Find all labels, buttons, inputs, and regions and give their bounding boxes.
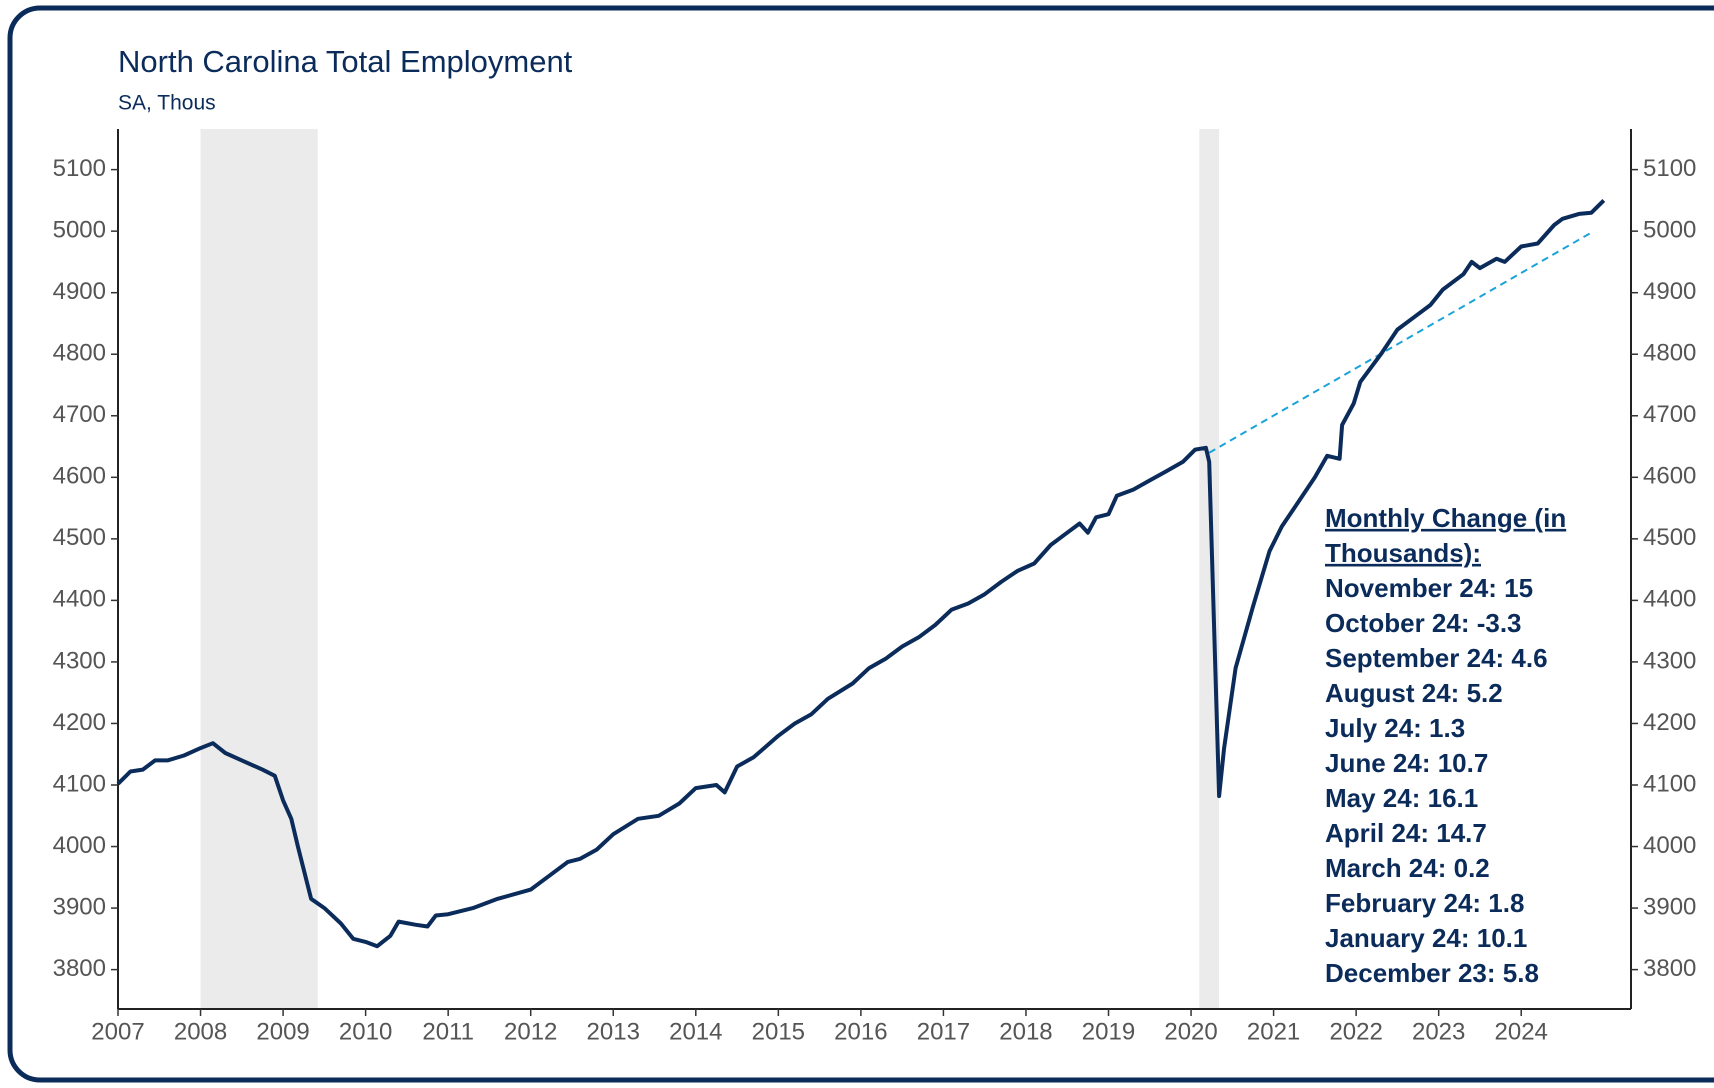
y-tick-label: 3900 [53, 893, 106, 920]
y-tick-label: 4900 [53, 278, 106, 305]
y-tick-label: 4700 [1643, 401, 1696, 428]
x-tick-label: 2024 [1495, 1018, 1548, 1045]
frame [7, 5, 1714, 1083]
annotation-line: May 24: 16.1 [1325, 783, 1478, 813]
x-tick-label: 2018 [999, 1018, 1052, 1045]
y-tick-label: 3900 [1643, 893, 1696, 920]
annotation-line: December 23: 5.8 [1325, 958, 1539, 988]
y-tick-label: 4100 [1643, 770, 1696, 797]
y-tick-label: 4900 [1643, 278, 1696, 305]
annotation-line: July 24: 1.3 [1325, 713, 1465, 743]
y-tick-label: 4800 [1643, 340, 1696, 367]
chart-subtitle: SA, Thous [118, 92, 216, 115]
x-tick-label: 2008 [174, 1018, 227, 1045]
y-tick-label: 3800 [53, 955, 106, 982]
y-tick-label: 4000 [1643, 832, 1696, 859]
y-tick-label: 4200 [53, 709, 106, 736]
x-tick-label: 2015 [752, 1018, 805, 1045]
annotation-heading: Monthly Change (in [1325, 503, 1566, 533]
x-tick-label: 2013 [587, 1018, 640, 1045]
y-tick-label: 5000 [53, 216, 106, 243]
x-tick-label: 2020 [1164, 1018, 1217, 1045]
recession-band [200, 129, 318, 1009]
y-tick-label: 4300 [53, 647, 106, 674]
y-tick-label: 4400 [53, 586, 106, 613]
annotation-line: September 24: 4.6 [1325, 643, 1548, 673]
y-tick-label: 4600 [1643, 463, 1696, 490]
x-tick-label: 2022 [1329, 1018, 1382, 1045]
x-tick-label: 2019 [1082, 1018, 1135, 1045]
y-tick-label: 4500 [53, 524, 106, 551]
annotation-line: April 24: 14.7 [1325, 818, 1487, 848]
annotation-line: January 24: 10.1 [1325, 923, 1527, 953]
x-tick-label: 2023 [1412, 1018, 1465, 1045]
y-tick-label: 4800 [53, 340, 106, 367]
y-tick-label: 4200 [1643, 709, 1696, 736]
annotation-line: June 24: 10.7 [1325, 748, 1488, 778]
annotation-line: March 24: 0.2 [1325, 853, 1490, 883]
y-tick-label: 4000 [53, 832, 106, 859]
y-tick-label: 4300 [1643, 647, 1696, 674]
y-tick-label: 4400 [1643, 586, 1696, 613]
trend-line [1208, 232, 1592, 454]
y-tick-label: 4500 [1643, 524, 1696, 551]
y-tick-label: 4100 [53, 770, 106, 797]
y-tick-label: 3800 [1643, 955, 1696, 982]
x-tick-label: 2011 [422, 1018, 474, 1045]
x-tick-label: 2010 [339, 1018, 392, 1045]
x-tick-label: 2014 [669, 1018, 722, 1045]
x-tick-label: 2016 [834, 1018, 887, 1045]
y-tick-label: 4600 [53, 463, 106, 490]
x-tick-label: 2012 [504, 1018, 557, 1045]
annotation-heading: Thousands): [1325, 538, 1481, 568]
chart-title: North Carolina Total Employment [118, 44, 573, 79]
annotation-line: October 24: -3.3 [1325, 608, 1522, 638]
y-tick-label: 5000 [1643, 216, 1696, 243]
y-tick-label: 4700 [53, 401, 106, 428]
series-line [116, 198, 1606, 949]
annotation-line: February 24: 1.8 [1325, 888, 1524, 918]
x-tick-label: 2021 [1247, 1018, 1300, 1045]
recession-band [1199, 129, 1220, 1009]
y-tick-label: 5100 [1643, 155, 1696, 182]
annotation-line: November 24: 15 [1325, 573, 1533, 603]
x-tick-label: 2009 [256, 1018, 309, 1045]
y-tick-label: 5100 [53, 155, 106, 182]
x-tick-label: 2017 [917, 1018, 970, 1045]
x-tick-label: 2007 [91, 1018, 144, 1045]
annotation-line: August 24: 5.2 [1325, 678, 1503, 708]
